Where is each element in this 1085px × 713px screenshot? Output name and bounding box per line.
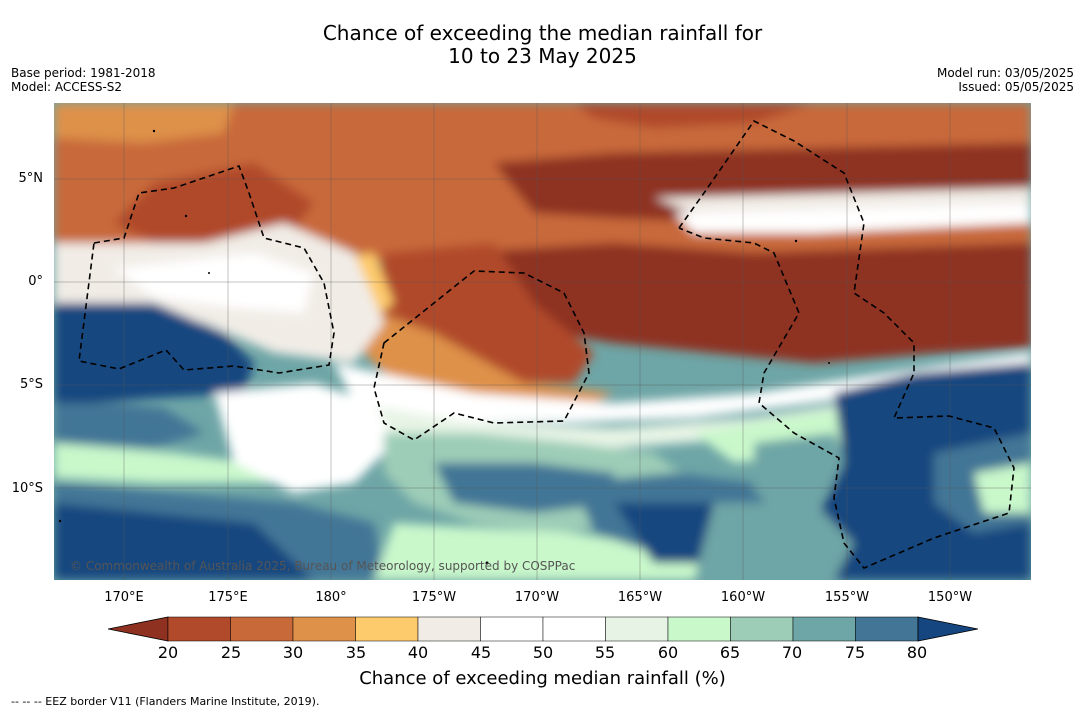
meta-right: Model run: 03/05/2025 Issued: 05/05/2025 (937, 66, 1074, 94)
colorbar-segment (355, 616, 419, 642)
colorbar-segment (605, 616, 669, 642)
eez-legend-note: -- -- -- EEZ border V11 (Flanders Marine… (11, 695, 320, 708)
colorbar-segment (855, 616, 919, 642)
colorbar-segment (667, 616, 731, 642)
colorbar-tick-40: 40 (407, 643, 429, 662)
lon-label-175w: 175°W (411, 590, 457, 605)
colorbar-graphic (107, 616, 979, 642)
colorbar-tick-80: 80 (906, 643, 928, 662)
lat-label-5n: 5°N (18, 171, 44, 186)
colorbar-tick-50: 50 (532, 643, 554, 662)
title-line-1: Chance of exceeding the median rainfall … (322, 21, 763, 45)
map-panel (54, 103, 1031, 580)
colorbar-tick-25: 25 (220, 643, 242, 662)
colorbar-tick-55: 55 (594, 643, 616, 662)
lon-label-175e: 175°E (208, 590, 248, 605)
colorbar-tick-45: 45 (470, 643, 492, 662)
colorbar-tick-75: 75 (844, 643, 866, 662)
lon-label-165w: 165°W (617, 590, 663, 605)
lat-label-5s: 5°S (19, 377, 43, 392)
colorbar (107, 616, 979, 646)
lon-label-155w: 155°W (824, 590, 870, 605)
colorbar-segment (542, 616, 606, 642)
lon-label-180: 180° (315, 590, 347, 605)
colorbar-extend-low (107, 616, 169, 642)
meta-left: Base period: 1981-2018 Model: ACCESS-S2 (11, 66, 156, 94)
colorbar-tick-20: 20 (157, 643, 179, 662)
colorbar-segment (230, 616, 294, 642)
colorbar-segment (292, 616, 356, 642)
eez-borders (78, 119, 1015, 569)
lon-label-150w: 150°W (927, 590, 973, 605)
lon-label-160w: 160°W (720, 590, 766, 605)
colorbar-segment (480, 616, 544, 642)
colorbar-segment (730, 616, 794, 642)
colorbar-tick-65: 65 (719, 643, 741, 662)
rainfall-contours (54, 103, 1031, 580)
colorbar-extend-high (917, 616, 979, 642)
islands (58, 129, 830, 565)
colorbar-tick-60: 60 (657, 643, 679, 662)
colorbar-segment (417, 616, 481, 642)
colorbar-segment (792, 616, 856, 642)
rainfall-map (54, 103, 1031, 580)
issued-date: Issued: 05/05/2025 (958, 80, 1074, 94)
copyright-notice: © Commonwealth of Australia 2025, Bureau… (70, 559, 576, 573)
lon-label-170w: 170°W (514, 590, 560, 605)
colorbar-label: Chance of exceeding median rainfall (%) (359, 668, 726, 689)
model-name: Model: ACCESS-S2 (11, 80, 123, 94)
base-period: Base period: 1981-2018 (11, 66, 156, 80)
model-run: Model run: 03/05/2025 (936, 66, 1074, 80)
colorbar-tick-30: 30 (282, 643, 304, 662)
colorbar-tick-35: 35 (345, 643, 367, 662)
map-title: Chance of exceeding the median rainfall … (0, 22, 1085, 68)
colorbar-tick-70: 70 (781, 643, 803, 662)
lon-label-170e: 170°E (104, 590, 144, 605)
lat-label-10s: 10°S (11, 481, 43, 496)
colorbar-segment (167, 616, 231, 642)
lat-label-0: 0° (28, 274, 43, 289)
title-line-2: 10 to 23 May 2025 (448, 44, 637, 68)
